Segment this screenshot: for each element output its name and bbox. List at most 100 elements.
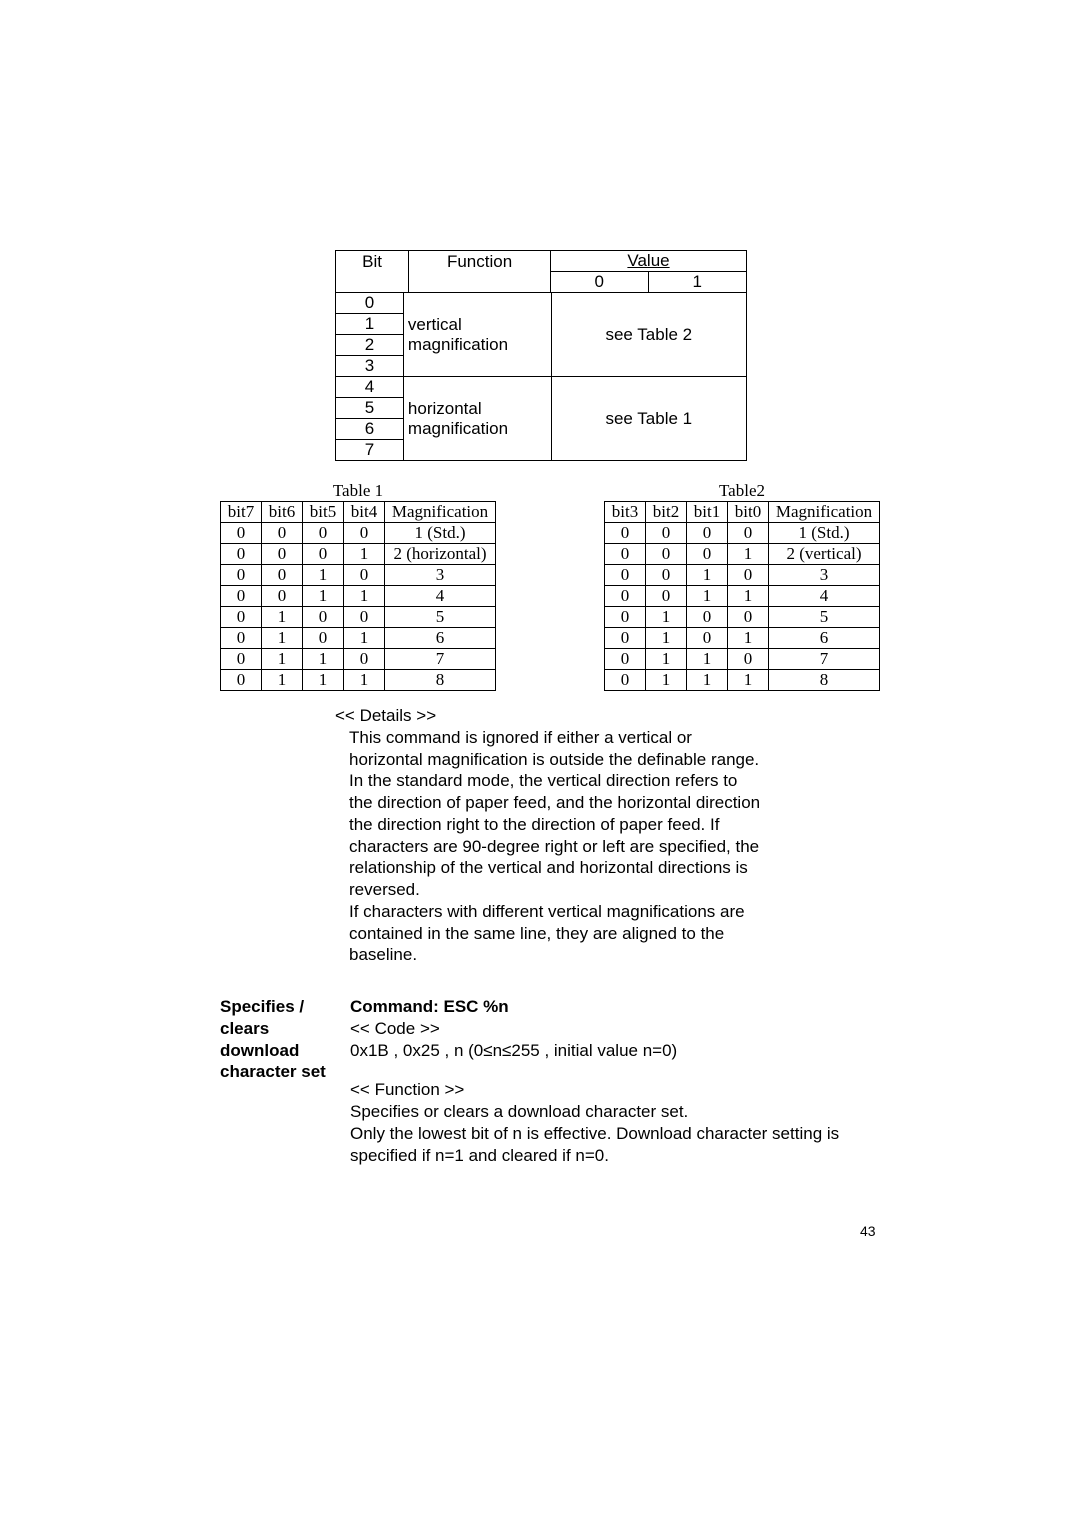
table-cell: 1 [344,544,385,564]
value-cell: see Table 1 [605,409,692,429]
th-bit: Bit [336,251,409,292]
table-cell: 0 [344,649,385,669]
table-cell: 0 [221,670,262,690]
table-cell: 2 (horizontal) [385,544,495,564]
table-cell: 0 [728,649,769,669]
table-cell: 1 [303,586,344,606]
table-cell: 1 [687,670,728,690]
table2-caption: Table2 [719,481,765,501]
bit-function-table: Bit Function Value 0 1 0 1 2 3 vertical … [335,250,747,461]
func-line: vertical [408,315,547,335]
table1-caption: Table 1 [333,481,383,501]
table-cell: 0 [221,649,262,669]
table-cell: 1 [344,670,385,690]
th-value: Value [627,251,669,270]
table-cell: 1 [646,649,687,669]
table-cell: 0 [303,628,344,648]
bit-cell: 0 [336,293,403,314]
table-cell: 0 [221,544,262,564]
th-val0: 0 [551,272,649,292]
page-number: 43 [860,1223,876,1239]
table-cell: 1 [728,670,769,690]
table-cell: 0 [344,565,385,585]
table-cell: 8 [385,670,495,690]
table-cell: 1 [687,565,728,585]
table-header: bit5 [303,502,344,522]
value-cell: see Table 2 [605,325,692,345]
command-section: Specifies /clearsdownloadcharacter set C… [220,996,880,1166]
table-cell: 1 (Std.) [385,523,495,543]
table-cell: 0 [728,607,769,627]
table-cell: 1 [303,670,344,690]
code-label: << Code >> [350,1018,880,1040]
table-cell: 0 [221,586,262,606]
table2-block: Table2 bit3bit2bit1bit0Magnification0000… [604,481,880,691]
table-cell: 0 [605,586,646,606]
table-cell: 1 [303,649,344,669]
table-cell: 1 [687,649,728,669]
command-side-label: Specifies /clearsdownloadcharacter set [220,996,350,1166]
details-body: This command is ignored if either a vert… [335,727,765,966]
table-cell: 0 [221,565,262,585]
table-cell: 0 [646,586,687,606]
table-cell: 1 [646,628,687,648]
table-cell: 0 [344,523,385,543]
bit-cell: 3 [336,356,403,376]
table-cell: 0 [728,523,769,543]
table-cell: 0 [605,544,646,564]
table-cell: 0 [262,565,303,585]
table-header: Magnification [769,502,879,522]
function-body: Specifies or clears a download character… [350,1101,880,1166]
table-cell: 8 [769,670,879,690]
table-cell: 2 (vertical) [769,544,879,564]
table-cell: 0 [344,607,385,627]
func-line: horizontal [408,399,547,419]
table-cell: 1 [687,586,728,606]
table-cell: 3 [385,565,495,585]
table-cell: 7 [385,649,495,669]
table-cell: 4 [385,586,495,606]
table-cell: 1 [728,544,769,564]
bit-cell: 1 [336,314,403,335]
table-header: bit4 [344,502,385,522]
table-cell: 0 [605,607,646,627]
table-cell: 6 [769,628,879,648]
table-header: bit6 [262,502,303,522]
table-cell: 0 [262,544,303,564]
table1: bit7bit6bit5bit4Magnification00001 (Std.… [220,501,496,691]
th-val1: 1 [649,272,747,292]
table-cell: 1 [262,670,303,690]
table-cell: 0 [646,565,687,585]
table-cell: 1 [646,607,687,627]
table-cell: 1 [344,628,385,648]
table-cell: 0 [687,544,728,564]
table-cell: 0 [687,523,728,543]
table-cell: 0 [605,670,646,690]
table-cell: 0 [687,607,728,627]
function-label: << Function >> [350,1079,880,1101]
table-cell: 0 [303,607,344,627]
table-cell: 0 [646,523,687,543]
table-header: bit7 [221,502,262,522]
details-block: << Details >> This command is ignored if… [335,705,765,966]
table-cell: 7 [769,649,879,669]
table-cell: 0 [605,565,646,585]
bit-cell: 6 [336,419,403,440]
func-line: magnification [408,419,547,439]
func-line: magnification [408,335,547,355]
th-function: Function [409,251,551,292]
table-cell: 0 [221,628,262,648]
table-cell: 0 [303,523,344,543]
table2: bit3bit2bit1bit0Magnification00001 (Std.… [604,501,880,691]
table-cell: 6 [385,628,495,648]
table-cell: 1 [262,628,303,648]
table-cell: 0 [646,544,687,564]
table-cell: 1 [303,565,344,585]
table1-block: Table 1 bit7bit6bit5bit4Magnification000… [220,481,496,691]
table-cell: 0 [605,649,646,669]
table-header: Magnification [385,502,495,522]
table-cell: 3 [769,565,879,585]
table-cell: 1 [728,586,769,606]
table-cell: 0 [687,628,728,648]
table-cell: 0 [605,523,646,543]
